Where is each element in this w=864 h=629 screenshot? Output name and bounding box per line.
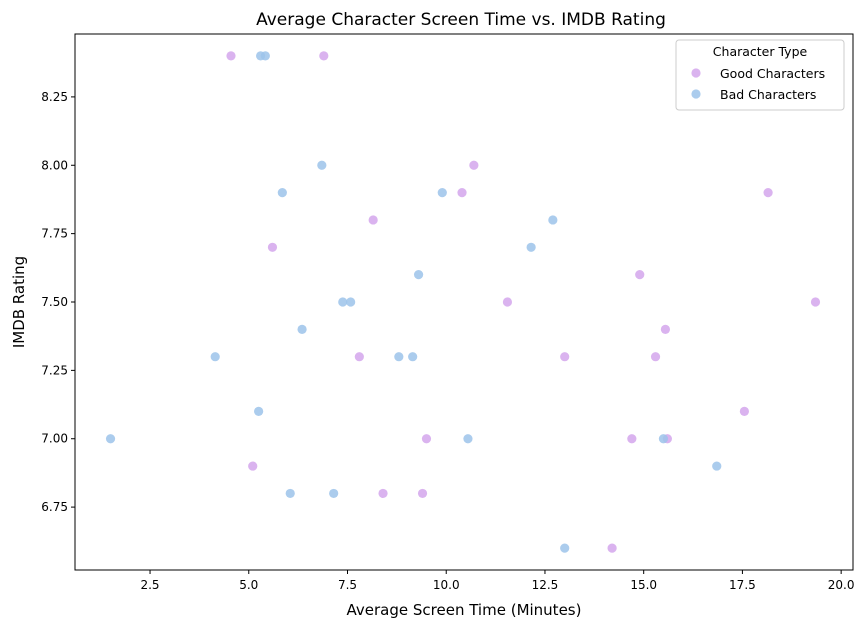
legend-label: Bad Characters [720,87,816,102]
x-tick-label: 7.5 [338,578,357,592]
x-tick-label: 2.5 [140,578,159,592]
x-tick-label: 20.0 [828,578,855,592]
y-axis-label: IMDB Rating [10,256,28,348]
plot-area [74,33,854,571]
x-tick-label: 10.0 [433,578,460,592]
bad-character-point [277,188,287,198]
bad-character-point [329,488,339,499]
good-character-point [810,297,821,307]
good-character-point [421,434,432,444]
y-tick-label: 7.25 [41,363,68,377]
good-character-point [560,352,570,362]
bad-character-point [413,270,424,280]
x-tick-label: 12.5 [532,578,559,592]
bad-character-point [712,461,722,471]
good-character-point [502,297,513,307]
x-tick-label: 17.5 [729,578,756,592]
y-tick-label: 7.50 [41,295,68,309]
good-character-point [378,488,388,499]
x-axis: 2.5 5.0 7.5 10.0 12.5 15.0 17.5 20.0 [140,570,855,592]
bad-character-point [437,188,447,198]
good-character-point [635,270,645,280]
good-character-point [739,406,749,416]
good-character-point [627,434,637,444]
bad-character-point [526,242,536,252]
bad-character-point [297,324,307,334]
bad-character-point [346,297,356,307]
y-axis: 6.75 7.00 7.25 7.50 7.75 8.00 8.25 [41,90,75,514]
bad-character-point [463,434,473,444]
good-character-point [469,160,479,170]
y-tick-label: 8.25 [41,90,68,104]
good-character-point [417,488,428,499]
bad-character-point [560,543,570,553]
good-character-point [267,242,278,252]
x-tick-label: 15.0 [630,578,657,592]
legend-label: Good Characters [720,66,825,81]
bad-character-point [254,406,264,416]
bad-character-point [260,51,270,61]
good-character-point [354,352,364,362]
legend: Character Type Good Characters Bad Charac… [675,39,845,111]
bad-character-point [210,352,220,362]
bad-character-point [338,297,348,307]
bad-character-point [317,160,327,170]
good-character-point [457,188,467,198]
legend-marker [691,89,701,99]
y-tick-label: 7.00 [41,432,68,446]
y-tick-label: 7.75 [41,227,68,241]
legend-marker [691,68,701,78]
legend-entries: Good Characters Bad Characters [691,66,825,102]
good-character-point [248,461,258,471]
good-character-point [650,352,661,362]
legend-title: Character Type [713,44,808,59]
legend-box [675,39,845,111]
bad-character-point [548,215,558,225]
good-character-point [368,215,378,225]
good-character-point [607,543,617,553]
data-points [105,51,821,553]
good-character-point [660,324,671,334]
x-tick-label: 5.0 [239,578,258,592]
good-character-point [763,188,773,198]
bad-character-point [408,352,418,362]
bad-character-point [658,434,669,444]
good-character-point [319,51,329,61]
chart-title: Average Character Screen Time vs. IMDB R… [256,10,666,30]
x-axis-label: Average Screen Time (Minutes) [347,601,582,619]
bad-character-point [394,352,404,362]
bad-character-point [285,488,295,499]
good-character-point [226,51,236,61]
y-tick-label: 8.00 [41,158,68,172]
bad-character-point [105,434,116,444]
y-tick-label: 6.75 [41,500,68,514]
